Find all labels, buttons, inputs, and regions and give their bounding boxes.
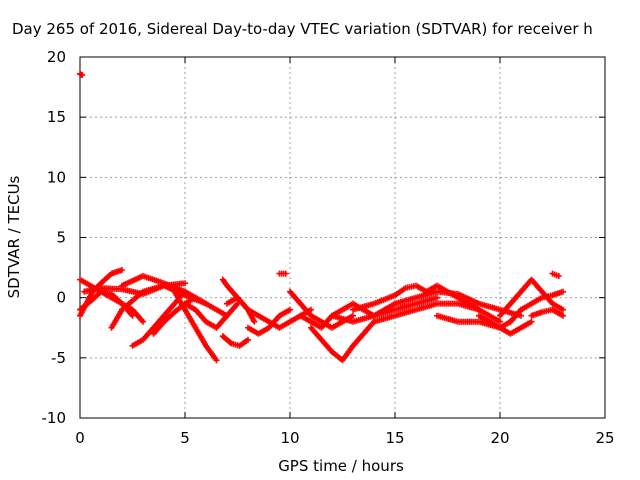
data-point — [518, 312, 524, 319]
series-t19 — [329, 294, 440, 325]
y-axis-label: SDTVAR / TECUs — [5, 175, 23, 298]
data-point — [140, 318, 146, 325]
data-point — [560, 288, 566, 295]
y-tick-label: 20 — [47, 48, 66, 66]
data-point — [182, 288, 188, 295]
series-t13 — [224, 294, 314, 331]
y-tick-labels: -10 -5 0 5 10 15 20 — [42, 48, 67, 427]
data-point — [350, 312, 356, 319]
series-t26 — [497, 276, 566, 319]
tick-marks — [79, 56, 606, 419]
series-t30 — [77, 70, 86, 79]
data-point — [528, 318, 535, 325]
data-point — [560, 306, 566, 313]
y-tick-label: -5 — [51, 349, 66, 367]
series-t12 — [219, 333, 251, 349]
data-point — [192, 294, 199, 301]
data-point — [497, 318, 503, 325]
chart-title: Day 265 of 2016, Sidereal Day-to-day VTE… — [12, 20, 593, 38]
data-point — [245, 336, 251, 343]
series-t28 — [528, 306, 566, 319]
series-t14 — [245, 306, 293, 337]
series-t22 — [392, 288, 524, 319]
data-point — [79, 72, 86, 79]
series-t10 — [182, 300, 241, 331]
gridlines — [80, 57, 605, 418]
series-t27 — [507, 288, 566, 325]
series-t25 — [476, 312, 535, 337]
y-tick-label: 0 — [56, 289, 66, 307]
series-t29 — [549, 270, 562, 280]
data-point — [308, 306, 314, 313]
data-point — [434, 294, 440, 301]
data-point — [234, 300, 241, 307]
data-points — [77, 70, 566, 364]
data-point — [182, 280, 188, 287]
x-axis-label: GPS time / hours — [278, 457, 404, 475]
x-tick-label: 25 — [595, 429, 614, 447]
x-tick-label: 5 — [180, 429, 190, 447]
data-point — [119, 266, 125, 273]
series-t23 — [423, 282, 503, 325]
series-t15 — [276, 270, 289, 277]
data-point — [129, 312, 136, 319]
x-tick-label: 10 — [280, 429, 299, 447]
x-tick-labels: 0 5 10 15 20 25 — [75, 429, 614, 447]
y-tick-label: 5 — [56, 229, 66, 247]
data-point — [251, 318, 258, 325]
data-point — [287, 306, 293, 313]
y-tick-label: 15 — [47, 108, 66, 126]
data-point — [213, 357, 220, 364]
series-t20 — [350, 282, 430, 313]
x-tick-label: 20 — [490, 429, 509, 447]
data-point — [555, 273, 562, 280]
x-tick-label: 0 — [75, 429, 85, 447]
data-point — [560, 312, 566, 319]
data-point — [282, 270, 289, 277]
x-tick-label: 15 — [385, 429, 404, 447]
y-tick-label: -10 — [42, 409, 67, 427]
y-tick-label: 10 — [47, 168, 66, 186]
